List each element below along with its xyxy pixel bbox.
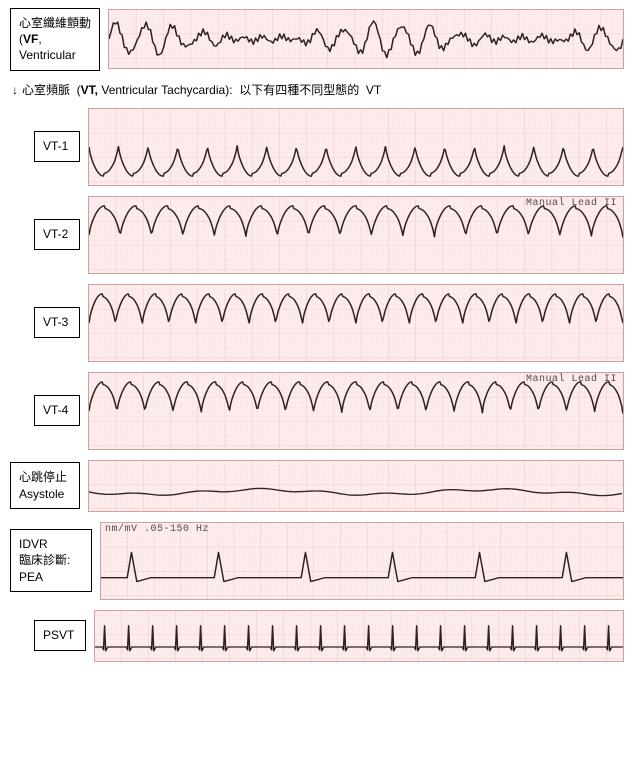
label-idvr: IDVR 臨床診斷: PEA (10, 529, 92, 592)
row-vt3: VT-3 (34, 284, 624, 362)
label-vt4: VT-4 (34, 395, 80, 425)
vf-line2: (VF, (19, 31, 91, 47)
label-vt1: VT-1 (34, 131, 80, 161)
idvr-line2: 臨床診斷: (19, 552, 83, 568)
strip-psvt (94, 610, 624, 662)
vt-heading-text: 心室頻脈 (VT, Ventricular Tachycardia): 以下有四… (22, 81, 381, 98)
label-vf: 心室纖維顫動 (VF, Ventricular (10, 8, 100, 71)
label-psvt: PSVT (34, 620, 86, 650)
annot-idvr: nm/mV .05-150 Hz (105, 524, 209, 535)
asys-line1: 心跳停止 (19, 469, 71, 485)
asys-line2: Asystole (19, 486, 71, 502)
strip-vt4: Manual Lead II (88, 372, 624, 450)
row-vt2: VT-2 Manual Lead II (34, 196, 624, 274)
idvr-line1: IDVR (19, 536, 83, 552)
vf-line1: 心室纖維顫動 (19, 15, 91, 31)
row-idvr: IDVR 臨床診斷: PEA nm/mV .05-150 Hz (10, 522, 624, 600)
strip-vt2: Manual Lead II (88, 196, 624, 274)
row-vt4: VT-4 Manual Lead II (34, 372, 624, 450)
row-asystole: 心跳停止 Asystole (10, 460, 624, 512)
down-arrow-icon: ↓ (12, 83, 18, 97)
strip-idvr: nm/mV .05-150 Hz (100, 522, 624, 600)
label-vt2: VT-2 (34, 219, 80, 249)
strip-vf (108, 9, 624, 69)
annot-vt2: Manual Lead II (526, 198, 617, 209)
label-vt3: VT-3 (34, 307, 80, 337)
vf-line3: Ventricular (19, 47, 91, 63)
idvr-line3: PEA (19, 569, 83, 585)
strip-vt3 (88, 284, 624, 362)
label-asystole: 心跳停止 Asystole (10, 462, 80, 508)
row-vt1: VT-1 (34, 108, 624, 186)
row-vf: 心室纖維顫動 (VF, Ventricular (10, 8, 624, 71)
strip-asystole (88, 460, 624, 512)
vt-heading: ↓ 心室頻脈 (VT, Ventricular Tachycardia): 以下… (12, 81, 624, 98)
row-psvt: PSVT (34, 610, 624, 662)
strip-vt1 (88, 108, 624, 186)
annot-vt4: Manual Lead II (526, 374, 617, 385)
